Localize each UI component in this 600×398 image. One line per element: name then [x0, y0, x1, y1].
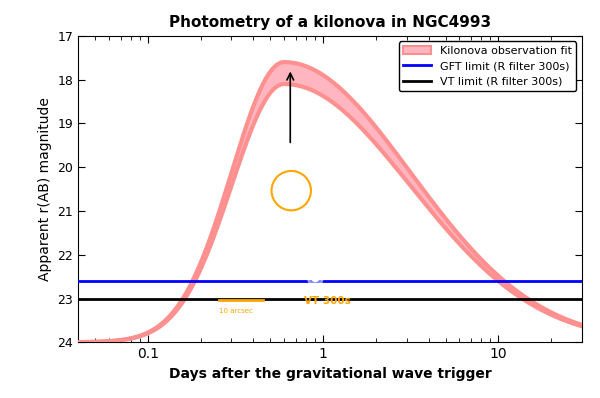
Ellipse shape: [298, 190, 355, 235]
Circle shape: [275, 249, 290, 264]
Circle shape: [276, 179, 302, 206]
Circle shape: [362, 187, 369, 194]
Circle shape: [244, 192, 260, 207]
X-axis label: Days after the gravitational wave trigger: Days after the gravitational wave trigge…: [169, 367, 491, 381]
Circle shape: [248, 196, 255, 203]
Circle shape: [336, 231, 343, 238]
Circle shape: [345, 133, 352, 139]
Ellipse shape: [309, 199, 343, 226]
Circle shape: [279, 253, 286, 259]
Ellipse shape: [256, 157, 397, 268]
Ellipse shape: [275, 173, 377, 252]
Circle shape: [308, 271, 323, 286]
Ellipse shape: [315, 204, 338, 221]
Circle shape: [358, 183, 373, 198]
Circle shape: [260, 144, 275, 159]
Title: Photometry of a kilonova in NGC4993: Photometry of a kilonova in NGC4993: [169, 16, 491, 31]
Ellipse shape: [290, 184, 363, 241]
Circle shape: [264, 148, 271, 154]
Text: VT 300s: VT 300s: [304, 297, 351, 306]
Circle shape: [340, 128, 356, 144]
Circle shape: [332, 227, 347, 242]
Text: 10 arcsec: 10 arcsec: [219, 308, 253, 314]
Y-axis label: Apparent r(AB) magnitude: Apparent r(AB) magnitude: [38, 97, 52, 281]
Circle shape: [312, 275, 319, 281]
Circle shape: [281, 185, 297, 201]
Legend: Kilonova observation fit, GFT limit (R filter 300s), VT limit (R filter 300s): Kilonova observation fit, GFT limit (R f…: [399, 41, 577, 92]
Circle shape: [285, 189, 293, 197]
